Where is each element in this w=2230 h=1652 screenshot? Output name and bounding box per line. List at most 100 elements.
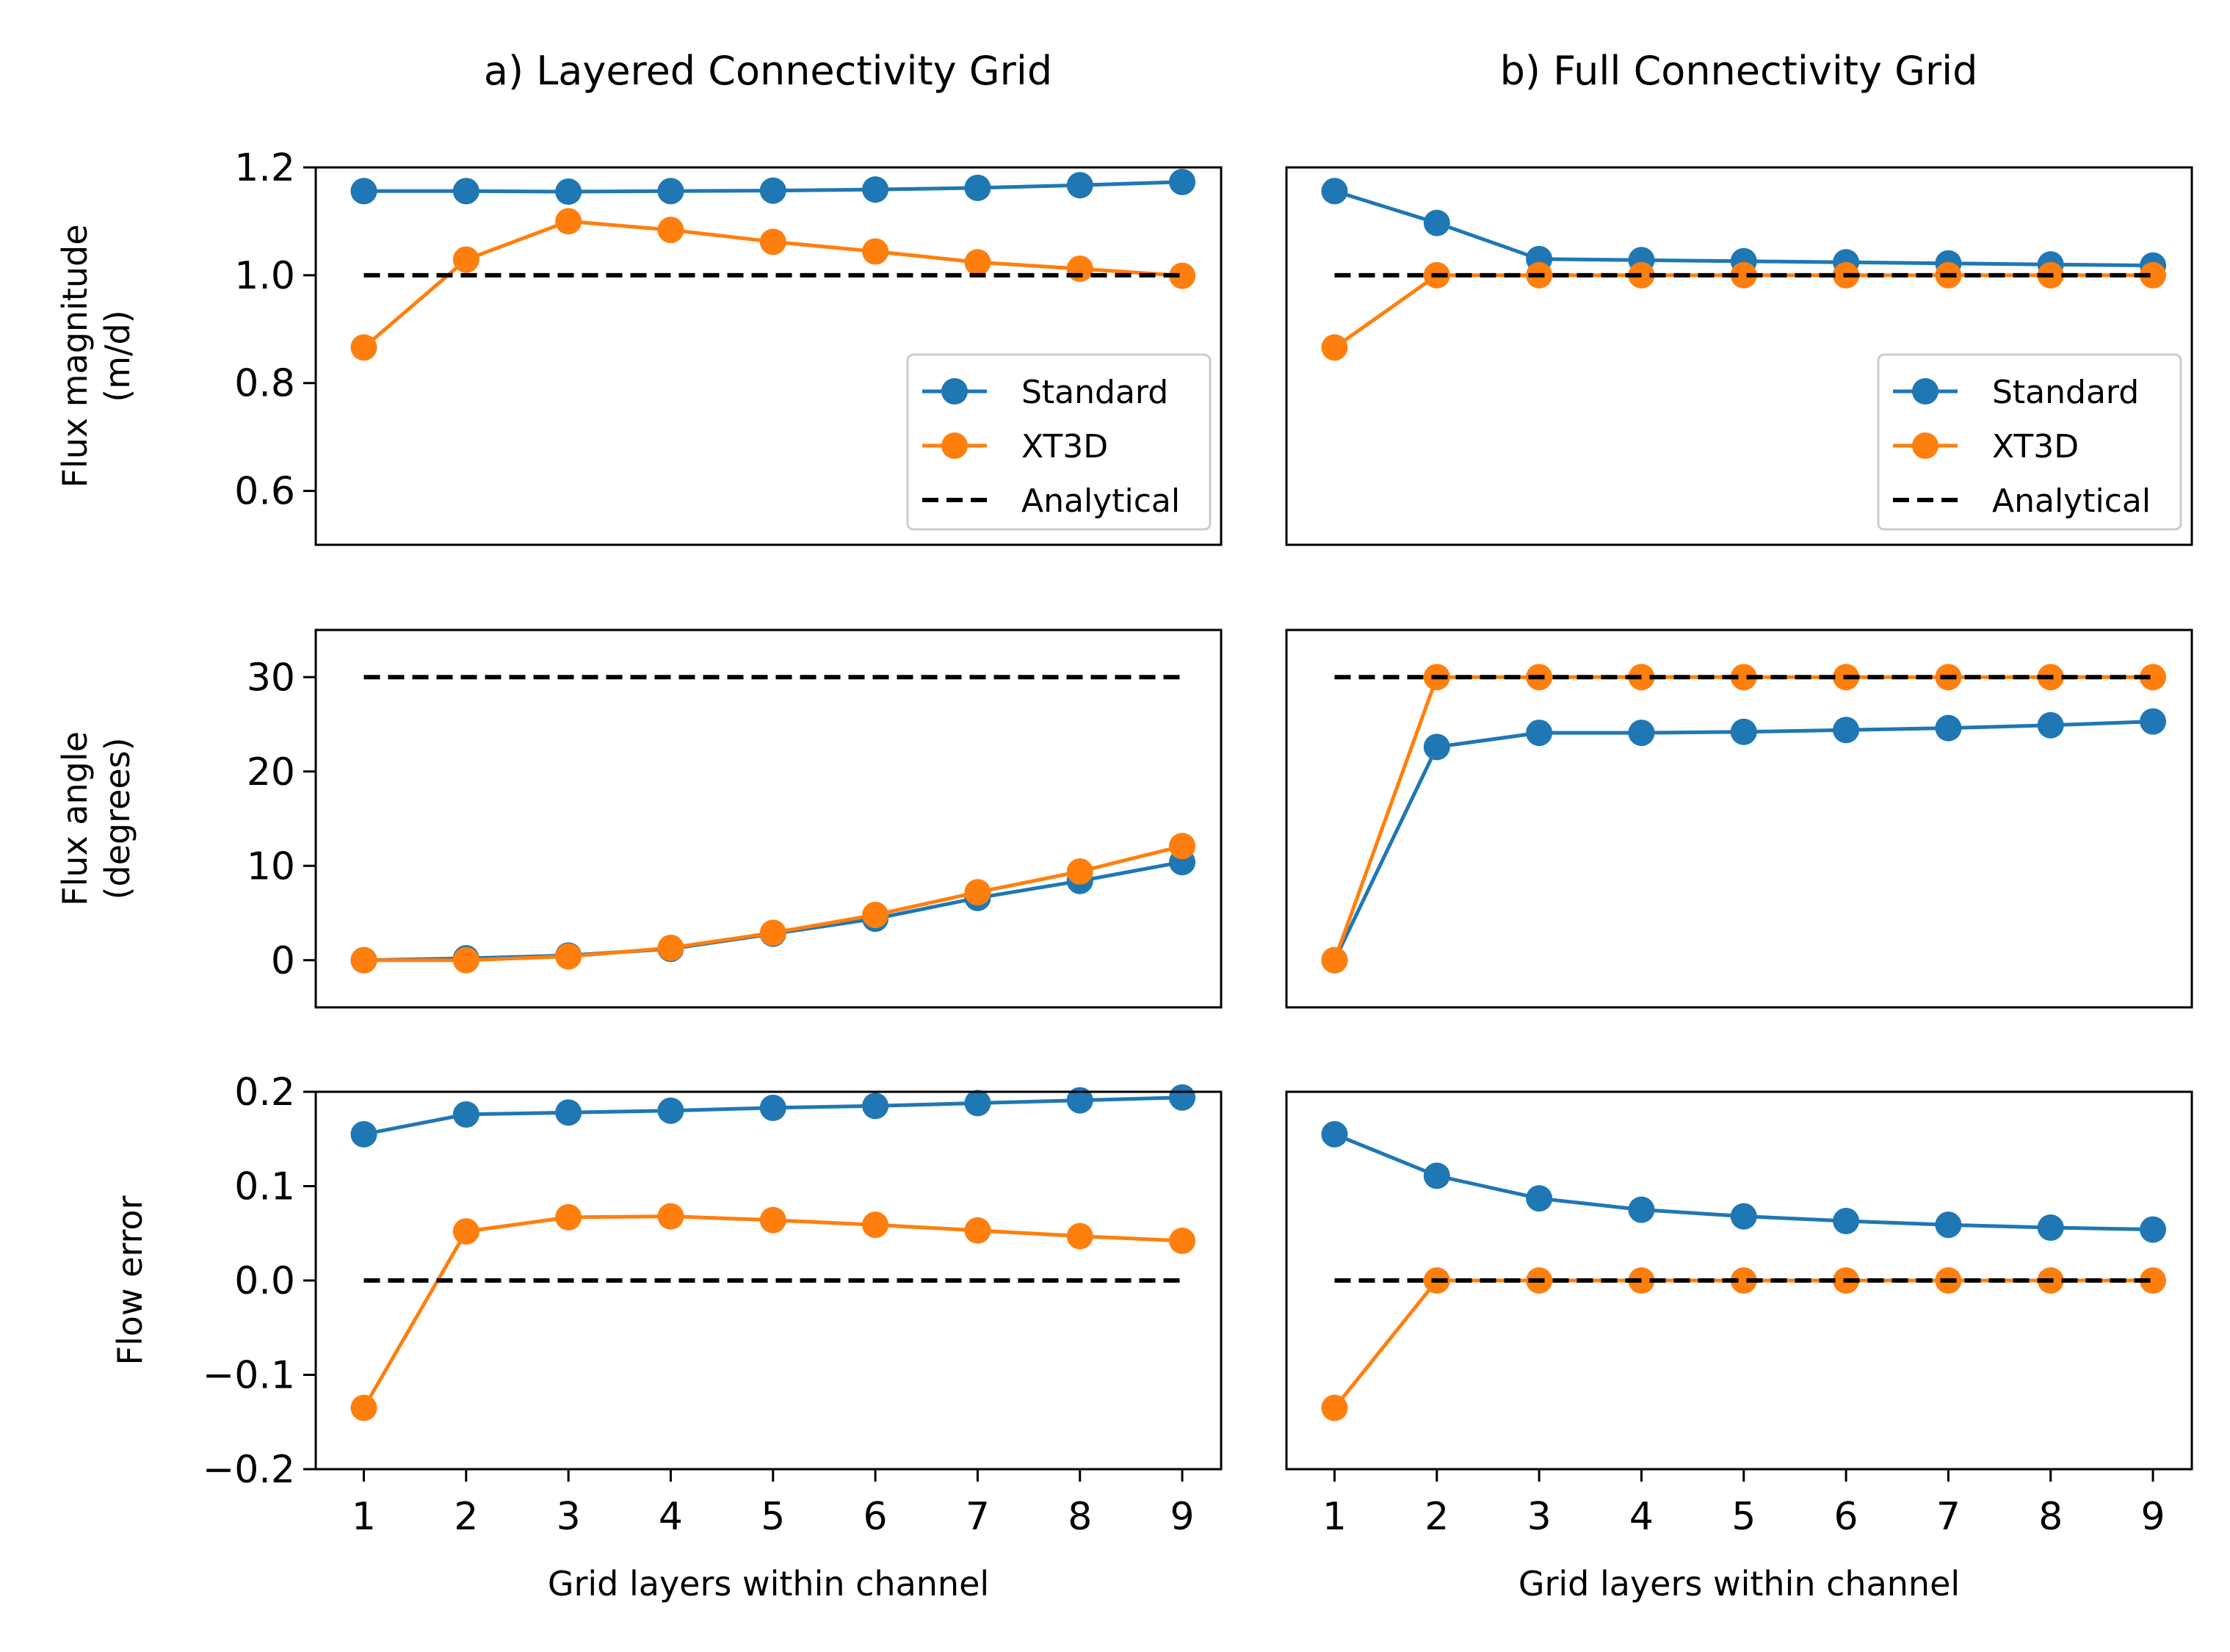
point-xt3d-2 [452, 1218, 479, 1245]
x-tick-label: 5 [761, 1495, 785, 1539]
point-standard-8 [1066, 1087, 1093, 1114]
point-xt3d-4 [657, 1203, 684, 1230]
point-standard-2 [452, 1101, 479, 1128]
point-standard-6 [1833, 1208, 1860, 1235]
point-standard-6 [1833, 717, 1860, 744]
y-tick-label: 30 [247, 656, 295, 700]
point-xt3d-5 [759, 1206, 786, 1233]
point-xt3d-6 [862, 902, 889, 929]
x-tick-label: 3 [557, 1495, 581, 1539]
legend-marker-standard [941, 378, 968, 405]
legend-box [906, 353, 1212, 531]
point-xt3d-9 [2140, 261, 2167, 289]
point-standard-9 [1169, 168, 1196, 195]
x-tick-label: 6 [864, 1495, 888, 1539]
y-tick-label: 20 [247, 750, 295, 794]
point-xt3d-1 [1321, 946, 1348, 974]
point-standard-3 [555, 178, 582, 206]
point-xt3d-5 [759, 228, 786, 256]
panel-a-magnitude: 0.6 0.8 1.0 1.2 Flux magnitude (m/d) Standard X… [55, 146, 1223, 546]
point-xt3d-8 [1066, 1222, 1093, 1250]
point-standard-4 [657, 1097, 684, 1124]
point-standard-1 [350, 178, 377, 205]
point-xt3d-4 [657, 217, 684, 244]
point-xt3d-7 [964, 1217, 991, 1244]
point-xt3d-2 [452, 946, 479, 974]
y-tick-label: 10 [247, 844, 295, 888]
point-xt3d-6 [862, 238, 889, 265]
x-tick-label: 9 [2141, 1495, 2165, 1539]
y-axis-label: (m/d) [98, 310, 137, 402]
series-line-xt3d [1333, 1278, 2154, 1410]
x-tick-label: 5 [1731, 1495, 1756, 1539]
x-tick-label: 2 [1424, 1495, 1449, 1539]
point-xt3d-1 [1321, 1394, 1348, 1421]
point-standard-5 [1730, 718, 1757, 745]
x-tick-label: 1 [1322, 1495, 1347, 1539]
point-xt3d-1 [1321, 334, 1348, 361]
point-standard-3 [1526, 720, 1553, 747]
legend: Standard XT3D Analytical [1877, 353, 2182, 531]
point-xt3d-5 [759, 919, 786, 946]
point-xt3d-9 [1169, 1228, 1196, 1255]
point-standard-5 [1730, 1203, 1757, 1230]
point-standard-7 [1935, 714, 1962, 742]
point-xt3d-9 [1169, 833, 1196, 860]
axes-frame [1285, 166, 2193, 546]
legend-label-xt3d: XT3D [1021, 428, 1108, 465]
axes-frame [1285, 1090, 2193, 1471]
panel-a-angle: 0 10 20 30 Flux angle (degrees) [55, 628, 1223, 1009]
axes-frame [314, 628, 1223, 1009]
point-standard-3 [1526, 1185, 1553, 1212]
y-axis-label: Flow error [110, 1195, 150, 1365]
y-tick-label: 0.0 [234, 1259, 295, 1303]
y-tick-label: −0.1 [203, 1354, 295, 1398]
point-standard-9 [2140, 1216, 2167, 1243]
point-standard-4 [1628, 1196, 1655, 1223]
y-tick-label: 0.2 [234, 1070, 295, 1115]
point-xt3d-1 [350, 1394, 377, 1421]
point-standard-1 [350, 1120, 377, 1148]
panel-b-error: 1 2 3 4 5 6 7 8 9 Grid layers within channel [1285, 1090, 2193, 1604]
x-tick-label: 9 [1170, 1495, 1195, 1539]
point-xt3d-4 [657, 935, 684, 962]
x-tick-label: 8 [2038, 1495, 2063, 1539]
axes-frame [1285, 628, 2193, 1009]
panel-b-magnitude: Standard XT3D Analytical [1285, 166, 2193, 546]
x-tick-label: 2 [454, 1495, 478, 1539]
point-xt3d-8 [1066, 858, 1093, 885]
x-axis-label: Grid layers within channel [548, 1564, 989, 1604]
point-standard-1 [1321, 1120, 1348, 1148]
y-tick-label: 0.6 [234, 470, 295, 514]
point-standard-8 [2037, 1214, 2064, 1242]
column-title-a: a) Layered Connectivity Grid [484, 48, 1052, 94]
point-standard-1 [1321, 178, 1348, 205]
point-xt3d-5 [1730, 664, 1757, 691]
point-xt3d-7 [964, 879, 991, 906]
y-axis-label: Flux magnitude [55, 224, 95, 488]
point-xt3d-2 [452, 246, 479, 273]
legend-label-analytical: Analytical [1992, 482, 2151, 520]
point-xt3d-6 [862, 1211, 889, 1239]
point-standard-8 [1066, 172, 1093, 199]
series-line-xt3d [362, 1214, 1183, 1409]
legend-box [1877, 353, 2182, 531]
y-tick-label: 0 [271, 939, 295, 983]
x-tick-label: 8 [1068, 1495, 1092, 1539]
point-xt3d-3 [555, 943, 582, 970]
y-axis-label: Flux angle [55, 731, 95, 906]
y-axis-label: (degrees) [98, 737, 137, 899]
y-tick-label: 1.2 [234, 146, 295, 190]
point-standard-2 [1423, 209, 1450, 236]
point-xt3d-3 [555, 1203, 582, 1231]
x-tick-label: 4 [659, 1495, 683, 1539]
x-tick-label: 4 [1629, 1495, 1654, 1539]
point-standard-5 [759, 177, 786, 204]
point-xt3d-9 [2140, 1267, 2167, 1294]
point-standard-2 [452, 178, 479, 205]
point-standard-2 [1423, 1162, 1450, 1189]
x-tick-label: 1 [352, 1495, 376, 1539]
point-standard-7 [1935, 1211, 1962, 1239]
panel-b-angle [1285, 628, 2193, 1009]
legend-label-xt3d: XT3D [1992, 428, 2079, 465]
